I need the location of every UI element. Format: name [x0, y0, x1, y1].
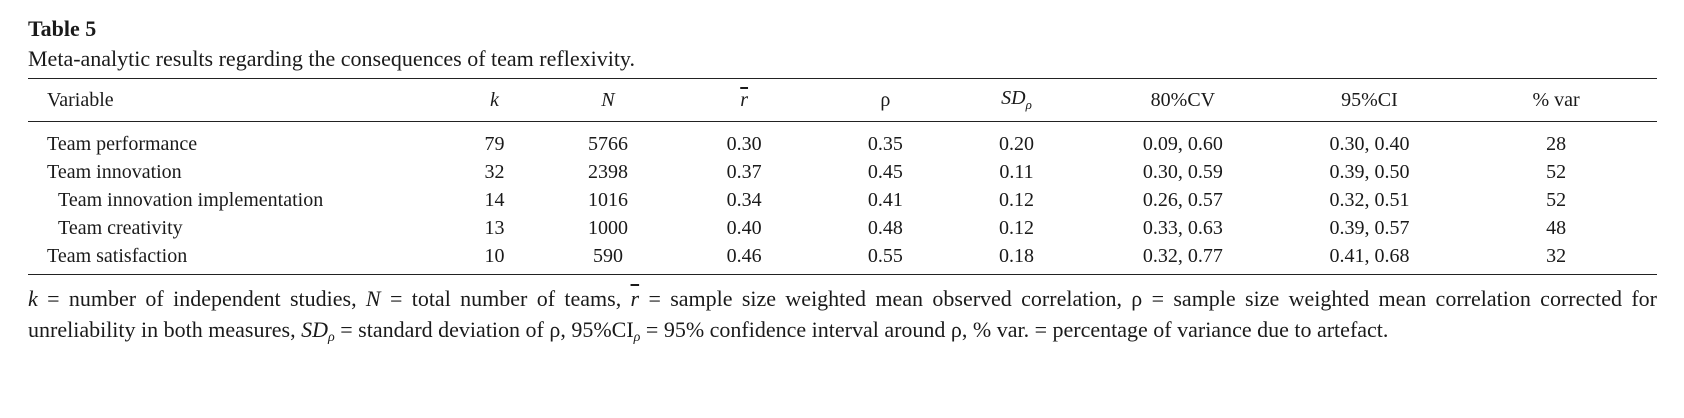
table-row: Team performance 79 5766 0.30 0.35 0.20 …: [28, 122, 1657, 159]
cell-r: 0.34: [726, 189, 762, 211]
cell-n: 5766: [587, 133, 628, 155]
cell-n: 2398: [587, 161, 628, 183]
cell-n: 1016: [587, 189, 628, 211]
header-row: Variable k N r ρ SDρ 80%CV 95%CI % var: [28, 78, 1657, 122]
cell-sd: 0.12: [998, 217, 1034, 239]
table-label: Table 5: [28, 16, 97, 41]
cell-pct-var: 28: [1546, 133, 1567, 155]
cell-ci: 0.39, 0.50: [1329, 161, 1410, 183]
cell-cv: 0.32, 0.77: [1142, 245, 1223, 267]
cell-cv: 0.33, 0.63: [1142, 217, 1223, 239]
cell-variable: Team innovation implementation: [58, 189, 324, 211]
note-ci-subscript: ρ: [633, 330, 641, 345]
table-row: Team innovation 32 2398 0.37 0.45 0.11 0…: [28, 158, 1657, 186]
header-rho: ρ: [880, 88, 891, 111]
cell-k: 32: [484, 161, 505, 183]
cell-rho: 0.55: [867, 245, 903, 267]
note-k-symbol: k: [28, 286, 38, 311]
cell-rho: 0.48: [867, 217, 903, 239]
table-note: k = number of independent studies, N = t…: [28, 283, 1657, 353]
cell-k: 14: [484, 189, 505, 211]
table-figure: Table 5 Meta-analytic results regarding …: [28, 14, 1657, 353]
note-sd-subscript: ρ: [328, 330, 335, 345]
cell-ci: 0.32, 0.51: [1329, 189, 1410, 211]
results-table: Variable k N r ρ SDρ 80%CV 95%CI % var T…: [28, 78, 1657, 275]
header-pct-var: % var: [1532, 88, 1580, 111]
table-row: Team creativity 13 1000 0.40 0.48 0.12 0…: [28, 214, 1657, 242]
header-sd-sub: ρ: [1025, 97, 1032, 112]
cell-cv: 0.09, 0.60: [1142, 133, 1223, 155]
cell-rho: 0.35: [867, 133, 903, 155]
cell-r: 0.46: [726, 245, 762, 267]
header-variable: Variable: [47, 88, 114, 111]
note-r-definition: = sample size weighted mean observed cor…: [28, 286, 1658, 342]
header-n: N: [601, 88, 615, 111]
note-sd-definition: = standard deviation of ρ, 95%CI: [334, 317, 634, 342]
cell-variable: Team performance: [47, 133, 198, 155]
cell-sd: 0.11: [999, 161, 1034, 183]
header-sd: SDρ: [951, 79, 1082, 122]
cell-rho: 0.45: [867, 161, 903, 183]
table-row: Team innovation implementation 14 1016 0…: [28, 186, 1657, 214]
note-sd-symbol: SD: [301, 317, 328, 342]
cell-k: 10: [484, 245, 505, 267]
cell-pct-var: 52: [1546, 161, 1567, 183]
header-k: k: [490, 88, 499, 111]
note-r-symbol: r: [630, 286, 640, 311]
cell-pct-var: 32: [1546, 245, 1567, 267]
table-row: Team satisfaction 10 590 0.46 0.55 0.18 …: [28, 242, 1657, 275]
header-r: r: [740, 88, 749, 111]
header-sd-main: SD: [1001, 87, 1026, 109]
cell-ci: 0.41, 0.68: [1329, 245, 1410, 267]
note-k-definition: = number of independent studies,: [37, 286, 366, 311]
cell-variable: Team innovation: [47, 161, 182, 183]
header-ci: 95%CI: [1341, 88, 1398, 111]
note-n-symbol: N: [365, 286, 381, 311]
cell-cv: 0.26, 0.57: [1142, 189, 1223, 211]
cell-cv: 0.30, 0.59: [1142, 161, 1223, 183]
cell-pct-var: 52: [1546, 189, 1567, 211]
cell-sd: 0.20: [998, 133, 1034, 155]
cell-r: 0.37: [726, 161, 762, 183]
cell-r: 0.40: [726, 217, 762, 239]
cell-rho: 0.41: [867, 189, 903, 211]
note-n-definition: = total number of teams,: [380, 286, 631, 311]
cell-variable: Team creativity: [58, 217, 183, 239]
table-caption: Meta-analytic results regarding the cons…: [28, 46, 635, 71]
cell-variable: Team satisfaction: [47, 245, 188, 267]
cell-r: 0.30: [726, 133, 762, 155]
cell-k: 79: [484, 133, 505, 155]
cell-n: 590: [592, 245, 623, 267]
cell-sd: 0.18: [998, 245, 1034, 267]
header-cv: 80%CV: [1150, 88, 1216, 111]
cell-k: 13: [484, 217, 505, 239]
cell-sd: 0.12: [998, 189, 1034, 211]
cell-ci: 0.30, 0.40: [1329, 133, 1410, 155]
cell-n: 1000: [587, 217, 628, 239]
note-ci-definition: = 95% confidence interval around ρ, % va…: [640, 317, 1389, 342]
cell-pct-var: 48: [1546, 217, 1567, 239]
cell-ci: 0.39, 0.57: [1329, 217, 1410, 239]
